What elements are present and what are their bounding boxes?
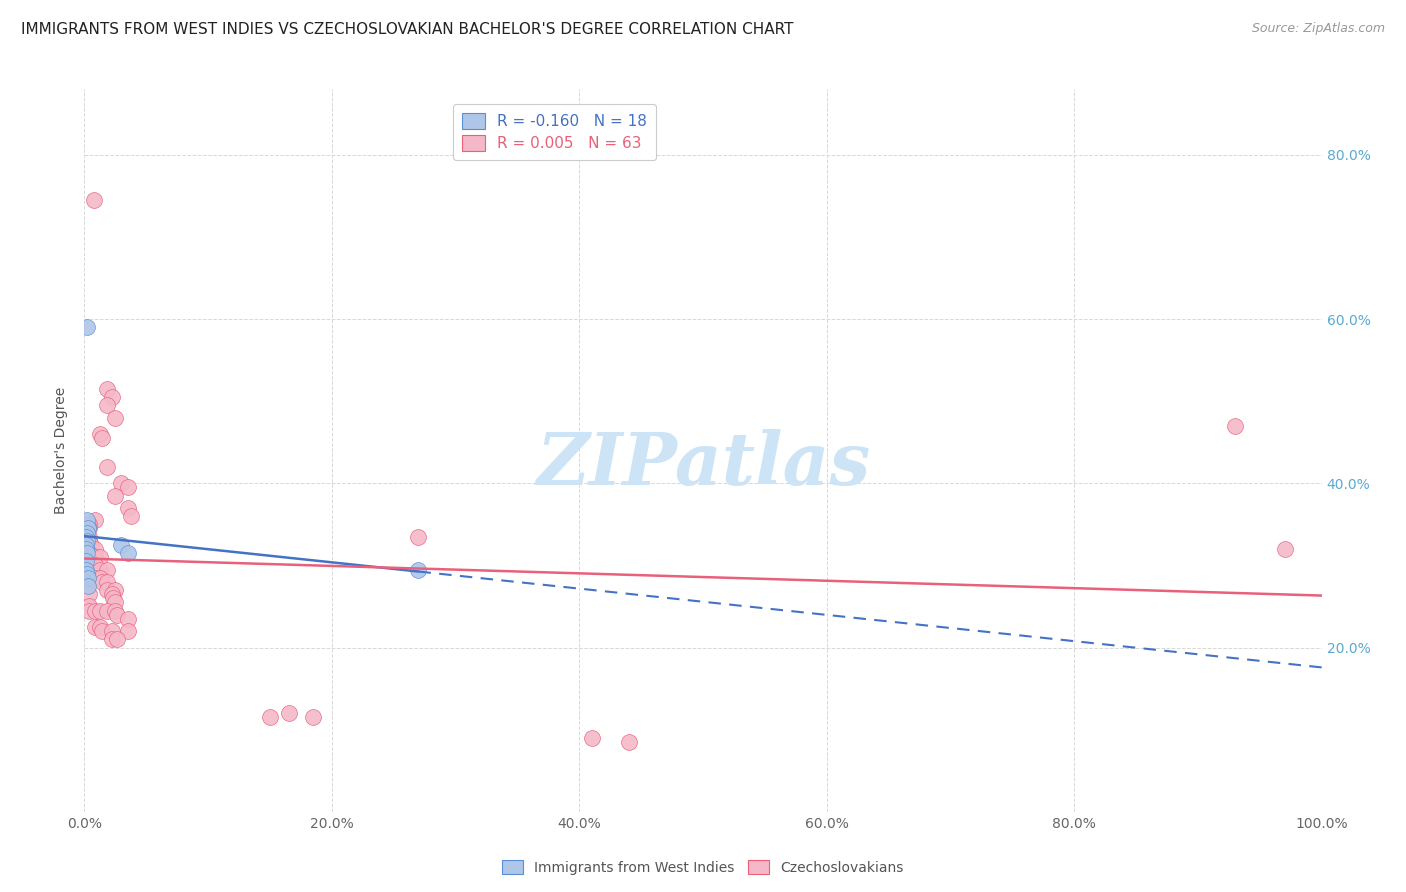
Point: [96, 603, 118, 617]
Point: [100, 624, 122, 639]
Point: [302, 710, 325, 724]
Point: [100, 390, 122, 404]
Text: ZIPatlas: ZIPatlas: [536, 429, 870, 500]
Point: [76, 513, 98, 527]
Point: [89, 427, 111, 442]
Point: [79, 533, 101, 548]
Point: [79, 558, 101, 573]
Legend: Immigrants from West Indies, Czechoslovakians: Immigrants from West Indies, Czechoslova…: [496, 855, 910, 880]
Point: [79, 538, 101, 552]
Point: [76, 566, 98, 581]
Text: IMMIGRANTS FROM WEST INDIES VS CZECHOSLOVAKIAN BACHELOR'S DEGREE CORRELATION CHA: IMMIGRANTS FROM WEST INDIES VS CZECHOSLO…: [21, 22, 793, 37]
Point: [77, 521, 100, 535]
Point: [120, 509, 142, 524]
Point: [100, 587, 122, 601]
Point: [75, 530, 97, 544]
Point: [96, 459, 118, 474]
Point: [84, 550, 107, 565]
Point: [89, 550, 111, 565]
Point: [79, 521, 101, 535]
Point: [79, 599, 101, 614]
Point: [105, 607, 128, 622]
Point: [75, 562, 97, 576]
Point: [75, 541, 97, 556]
Point: [105, 632, 128, 647]
Point: [259, 710, 281, 724]
Point: [96, 574, 118, 589]
Point: [277, 706, 299, 721]
Point: [90, 574, 112, 589]
Point: [84, 541, 107, 556]
Y-axis label: Bachelor's Degree: Bachelor's Degree: [55, 387, 69, 514]
Point: [408, 562, 430, 576]
Point: [79, 550, 101, 565]
Point: [84, 513, 107, 527]
Point: [76, 533, 98, 548]
Point: [89, 620, 111, 634]
Point: [84, 620, 107, 634]
Point: [79, 541, 101, 556]
Point: [79, 517, 101, 532]
Point: [104, 595, 127, 609]
Point: [77, 579, 100, 593]
Point: [101, 591, 124, 606]
Point: [76, 546, 98, 560]
Point: [79, 530, 101, 544]
Point: [104, 603, 127, 617]
Point: [89, 603, 111, 617]
Point: [90, 431, 112, 445]
Point: [84, 558, 107, 573]
Point: [84, 571, 107, 585]
Point: [76, 320, 98, 334]
Point: [75, 538, 97, 552]
Point: [104, 582, 127, 597]
Point: [104, 410, 127, 425]
Point: [1223, 418, 1246, 433]
Point: [89, 571, 111, 585]
Point: [89, 562, 111, 576]
Point: [79, 546, 101, 560]
Point: [90, 624, 112, 639]
Point: [96, 398, 118, 412]
Point: [77, 521, 100, 535]
Point: [100, 632, 122, 647]
Point: [79, 571, 101, 585]
Point: [79, 603, 101, 617]
Point: [110, 476, 132, 491]
Point: [117, 500, 139, 515]
Point: [117, 480, 139, 494]
Legend: R = -0.160   N = 18, R = 0.005   N = 63: R = -0.160 N = 18, R = 0.005 N = 63: [453, 104, 657, 161]
Point: [84, 603, 107, 617]
Point: [117, 612, 139, 626]
Point: [617, 735, 640, 749]
Point: [76, 525, 98, 540]
Point: [1274, 541, 1296, 556]
Point: [581, 731, 603, 745]
Point: [117, 624, 139, 639]
Point: [104, 489, 127, 503]
Point: [96, 582, 118, 597]
Point: [408, 530, 430, 544]
Point: [75, 554, 97, 568]
Point: [96, 562, 118, 576]
Text: Source: ZipAtlas.com: Source: ZipAtlas.com: [1251, 22, 1385, 36]
Point: [96, 382, 118, 396]
Point: [83, 193, 105, 207]
Point: [117, 546, 139, 560]
Point: [77, 571, 100, 585]
Point: [79, 587, 101, 601]
Point: [110, 538, 132, 552]
